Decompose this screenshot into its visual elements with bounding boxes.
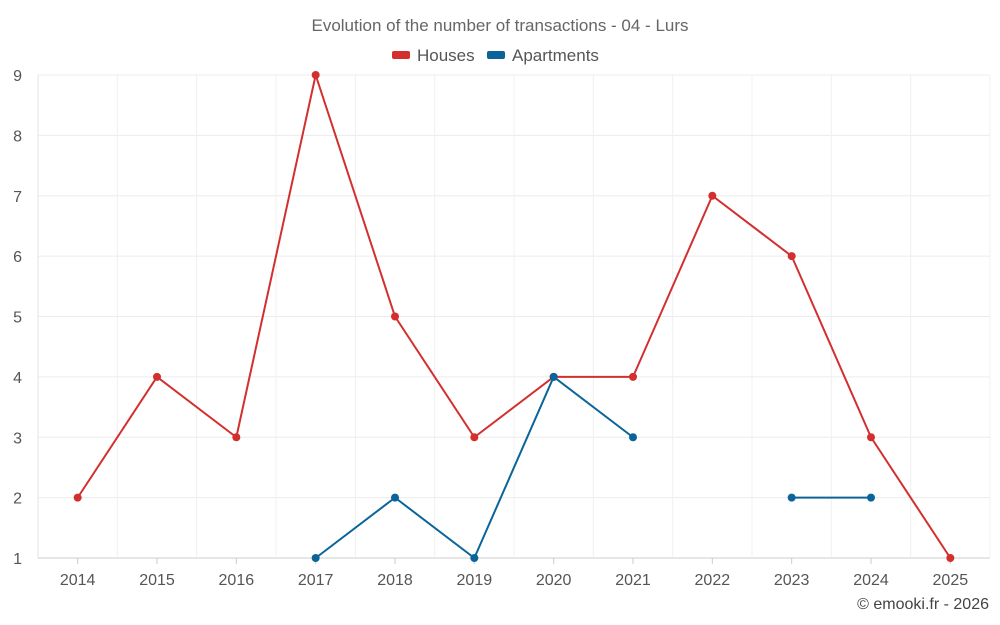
data-point-houses[interactable] — [73, 493, 82, 502]
legend-swatch-houses — [392, 51, 410, 59]
data-point-apartments[interactable] — [549, 372, 558, 381]
grid — [37, 74, 991, 559]
x-tick-label: 2025 — [933, 572, 969, 589]
data-point-houses[interactable] — [391, 312, 399, 321]
data-point-apartments[interactable] — [311, 554, 320, 562]
data-point-apartments[interactable] — [391, 493, 399, 502]
data-point-apartments[interactable] — [787, 493, 796, 502]
legend-item-houses[interactable]: Houses — [392, 46, 475, 65]
y-tick-label: 4 — [13, 370, 22, 387]
x-tick-label: 2024 — [853, 572, 889, 589]
x-tick-label: 2019 — [457, 572, 493, 589]
x-tick-label: 2014 — [60, 572, 96, 589]
y-tick-label: 9 — [13, 68, 22, 85]
x-tick-label: 2015 — [139, 572, 175, 589]
legend-label-houses: Houses — [417, 46, 475, 65]
y-tick-label: 3 — [13, 430, 22, 447]
series-line-apartments — [314, 375, 634, 559]
data-point-houses[interactable] — [153, 372, 161, 381]
x-tick-label: 2017 — [298, 572, 334, 589]
legend-item-apartments[interactable]: Apartments — [487, 46, 599, 65]
y-tick-label: 7 — [13, 189, 22, 206]
data-point-houses[interactable] — [629, 372, 637, 381]
data-point-houses[interactable] — [708, 191, 717, 200]
chart-title: Evolution of the number of transactions … — [311, 16, 688, 35]
y-tick-label: 1 — [13, 551, 22, 568]
legend-swatch-apartments — [487, 51, 505, 59]
data-point-apartments[interactable] — [867, 493, 875, 502]
data-point-apartments[interactable] — [629, 433, 637, 442]
data-point-apartments[interactable] — [470, 554, 479, 562]
series-apartments — [311, 372, 875, 562]
data-point-houses[interactable] — [787, 252, 796, 261]
y-tick-label: 6 — [13, 249, 22, 266]
series-line-houses — [76, 74, 952, 559]
chart-credit: © emooki.fr - 2026 — [857, 596, 989, 613]
y-tick-label: 8 — [13, 128, 22, 145]
x-tick-label: 2021 — [615, 572, 651, 589]
x-tick-label: 2020 — [536, 572, 572, 589]
data-point-houses[interactable] — [232, 433, 241, 442]
x-tick-label: 2016 — [219, 572, 255, 589]
y-tick-label: 5 — [13, 310, 22, 327]
x-tick-label: 2023 — [774, 572, 810, 589]
data-point-houses[interactable] — [867, 433, 875, 442]
legend: Houses Apartments — [392, 46, 599, 65]
y-tick-label: 2 — [13, 491, 22, 508]
axes: 1 2 3 4 5 6 7 8 9 2014 2015 2016 2017 2018 2019 2020 202… — [13, 68, 968, 589]
data-point-houses[interactable] — [311, 71, 320, 79]
data-point-houses[interactable] — [946, 554, 955, 562]
x-tick-label: 2022 — [695, 572, 731, 589]
legend-label-apartments: Apartments — [512, 46, 599, 65]
data-point-houses[interactable] — [470, 433, 479, 442]
x-tick-label: 2018 — [377, 572, 413, 589]
series-layer — [73, 71, 955, 562]
